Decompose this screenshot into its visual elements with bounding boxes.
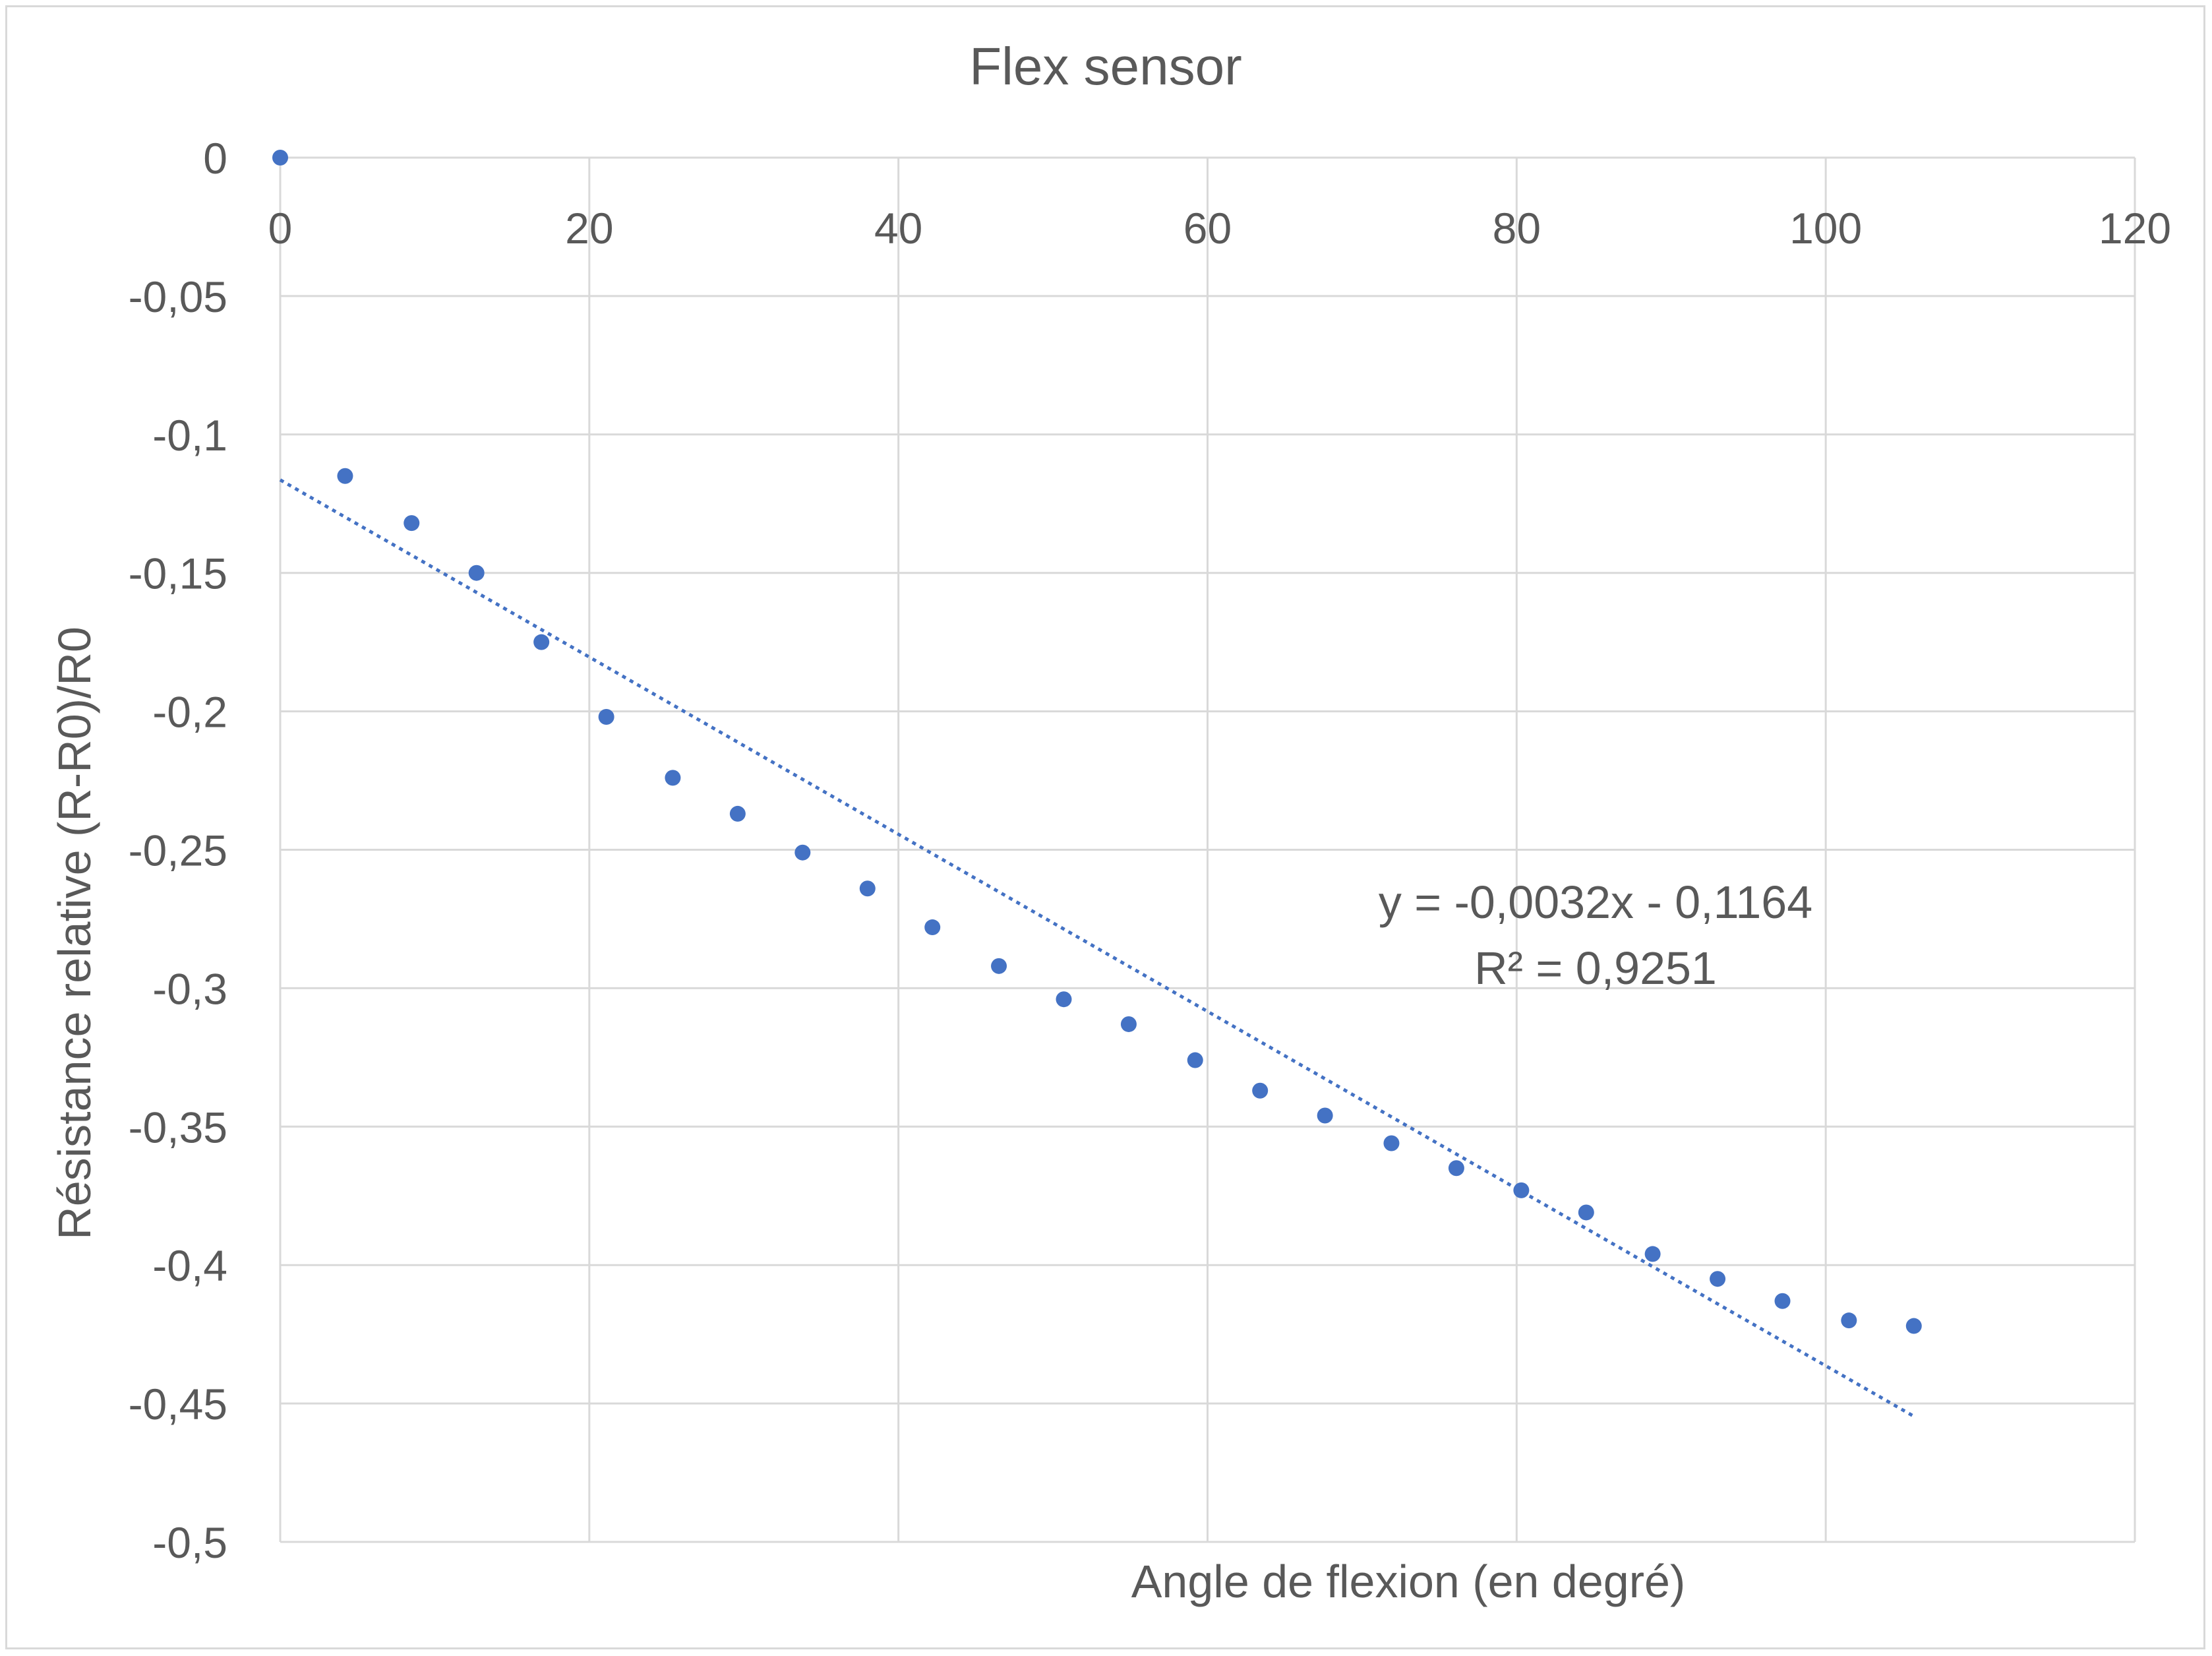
points-layer [272,150,1922,1334]
x-tick-label: 120 [2099,204,2171,253]
data-point [1252,1082,1269,1099]
data-point [1383,1135,1400,1151]
trendline-equation: y = -0,0032x - 0,1164 [1379,876,1812,928]
linear-trendline [279,478,1915,1418]
y-tick-label: -0,45 [129,1380,227,1428]
trendline-r-squared: R² = 0,9251 [1474,942,1717,994]
x-tick-label: 60 [1183,204,1232,253]
data-point [794,844,811,861]
data-point [729,805,746,822]
data-point [991,958,1007,974]
data-point [1905,1318,1922,1334]
data-point [337,468,353,484]
trendline-layer [279,478,1915,1418]
data-point [404,515,420,532]
data-point [1120,1016,1137,1032]
y-tick-label: 0 [203,134,227,183]
data-point [1056,991,1072,1008]
y-tick-label: -0,3 [152,964,227,1013]
chart-title: Flex sensor [969,37,1241,96]
data-point [1513,1182,1530,1198]
data-point [1710,1271,1726,1287]
x-tick-labels: 0 20 40 60 80 100 120 [268,204,2171,253]
data-point [1317,1107,1333,1124]
y-tick-label: -0,4 [152,1241,227,1290]
data-point [1448,1160,1464,1177]
y-tick-label: -0,1 [152,411,227,460]
x-tick-label: 40 [874,204,922,253]
data-point [533,634,550,650]
x-tick-label: 0 [268,204,293,253]
x-tick-label: 100 [1789,204,1862,253]
data-point [665,770,681,786]
gridlines [279,156,2136,1543]
data-point [468,565,485,581]
y-tick-label: -0,15 [129,549,227,598]
y-tick-label: -0,5 [152,1518,227,1567]
data-point [1578,1204,1594,1221]
data-point [1644,1246,1661,1262]
chart-area [5,5,2205,1649]
data-point [1187,1052,1203,1068]
x-axis-title: Angle de flexion (en degré) [1131,1556,1686,1607]
x-tick-label: 20 [565,204,613,253]
data-point [1774,1293,1791,1309]
data-point [1841,1312,1857,1329]
y-tick-labels: 0 -0,05 -0,1 -0,15 -0,2 -0,25 -0,3 -0,35 -0,4 -0,… [129,134,227,1567]
y-tick-label: -0,2 [152,688,227,737]
y-tick-label: -0,05 [129,272,227,321]
data-point [859,880,876,897]
data-point [272,150,288,166]
y-tick-label: -0,25 [129,826,227,875]
data-point [924,919,941,936]
x-tick-label: 80 [1493,204,1541,253]
y-tick-label: -0,35 [129,1103,227,1151]
y-axis-title: Résistance relative (R-R0)/R0 [49,627,100,1240]
data-point [598,708,614,725]
